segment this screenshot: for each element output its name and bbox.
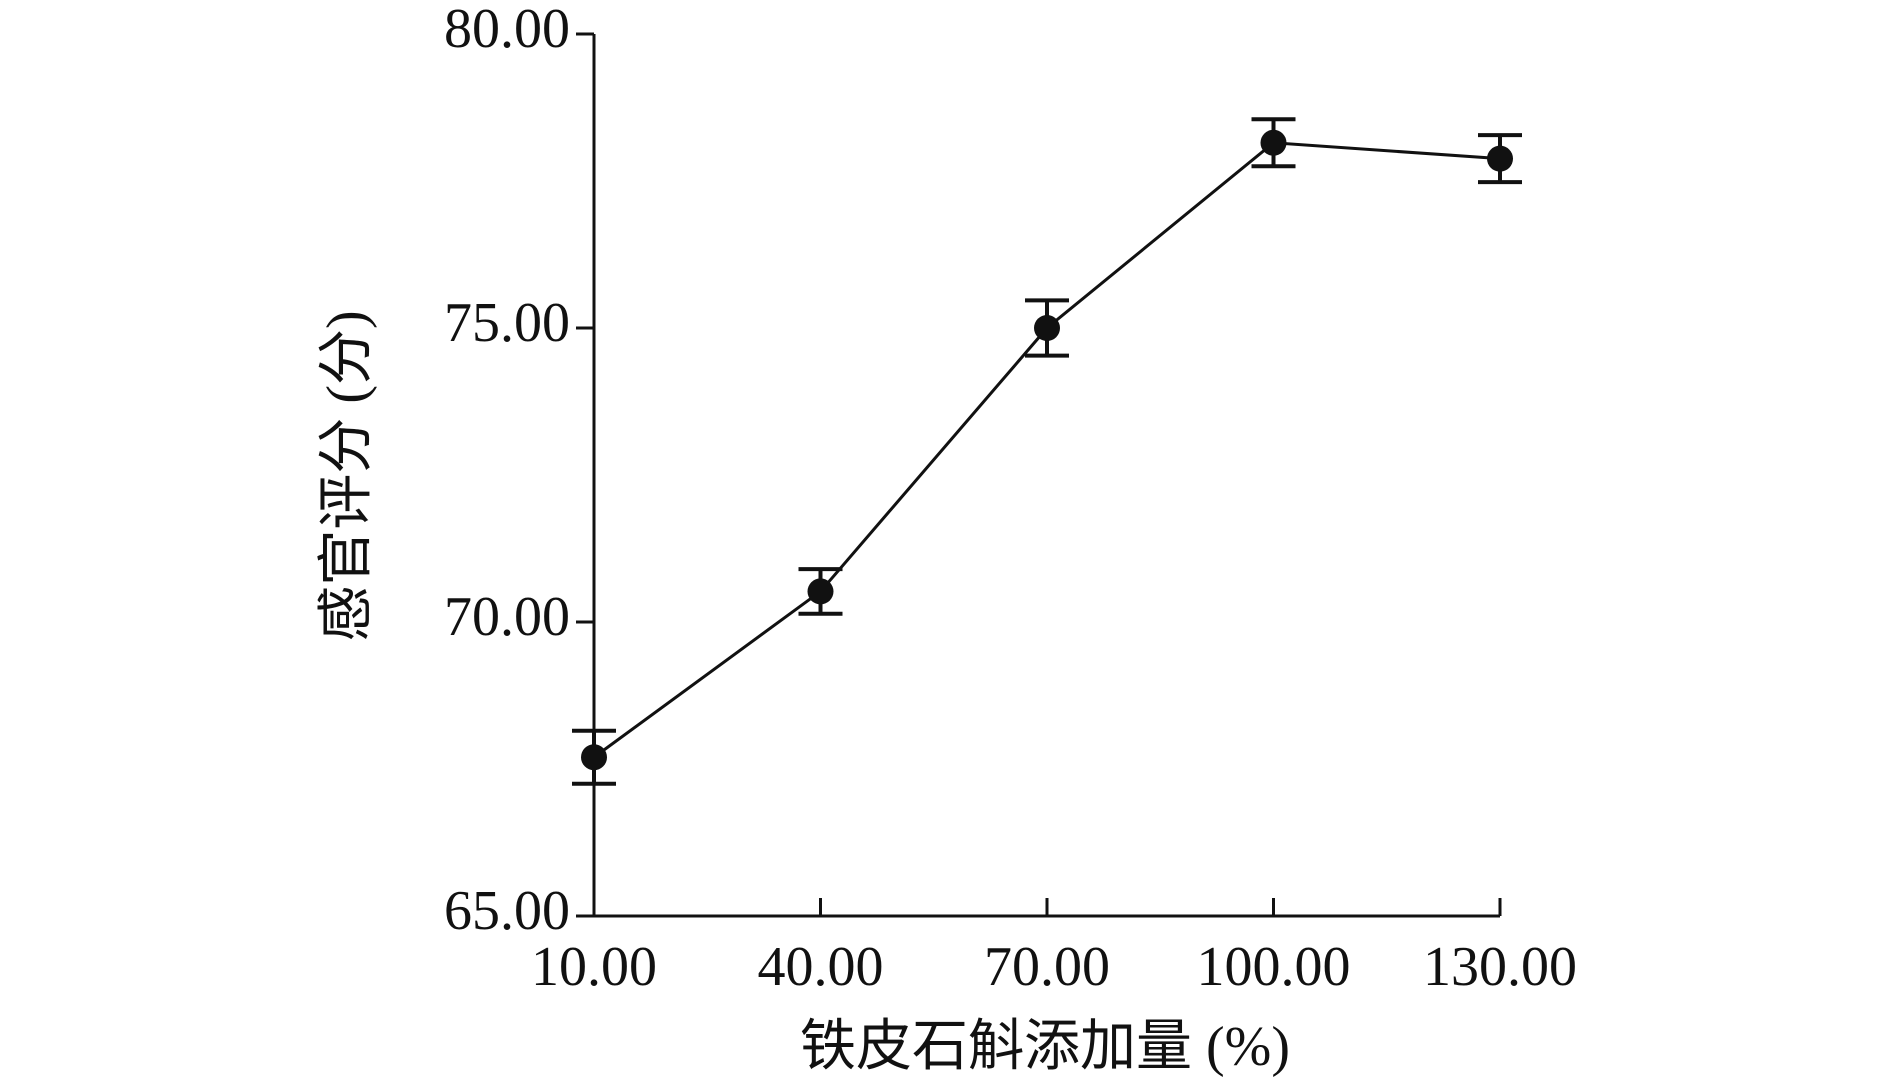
x-tick-label: 130.00: [1423, 936, 1577, 998]
x-axis-title: 铁皮石斛添加量 (%): [800, 1016, 1290, 1078]
x-tick-label: 100.00: [1197, 936, 1351, 998]
y-tick-label: 75.00: [444, 292, 570, 354]
x-tick-label: 40.00: [758, 936, 884, 998]
line: [593, 141, 1501, 759]
point: [1487, 145, 1513, 172]
point: [1260, 129, 1287, 156]
x-tick-label: 70.00: [984, 936, 1110, 998]
y-axis-title: 感官评分 (分): [316, 310, 378, 641]
point: [807, 578, 834, 605]
point: [1034, 315, 1060, 341]
x-tick-label: 10.00: [531, 936, 657, 998]
y-tick-label: 65.00: [444, 880, 570, 942]
y-tick-label: 80.00: [444, 0, 570, 60]
point: [581, 744, 607, 771]
y-tick-label: 70.00: [444, 586, 570, 648]
